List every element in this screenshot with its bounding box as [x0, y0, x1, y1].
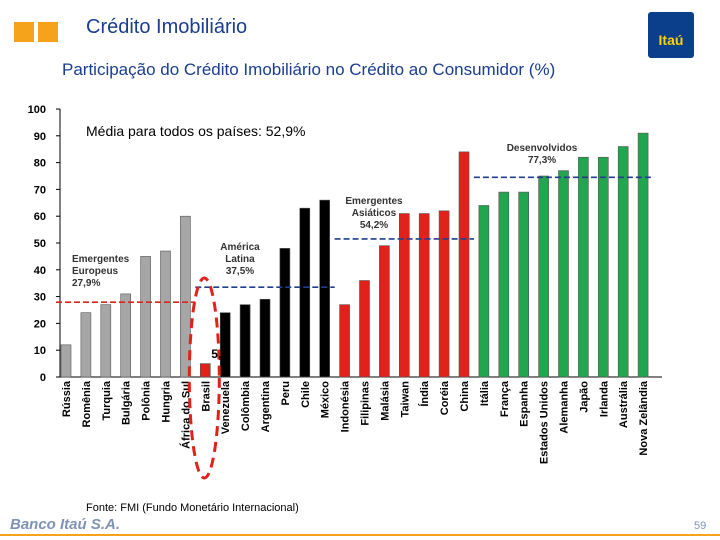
category-label: Itália — [479, 380, 491, 406]
overall-average-label: Média para todos os países: 52,9% — [86, 123, 305, 139]
average-label: Latina — [225, 254, 255, 265]
category-label: Nova Zelândia — [638, 380, 650, 455]
bar — [120, 293, 131, 378]
bar — [219, 312, 231, 378]
average-label: Asiáticos — [352, 208, 397, 219]
bar — [319, 199, 331, 378]
y-tick-label: 40 — [34, 265, 46, 277]
bar — [160, 250, 171, 378]
category-label: Indonésia — [340, 380, 352, 432]
bar — [538, 175, 549, 378]
average-label: 77,3% — [528, 155, 556, 166]
bar — [80, 312, 92, 378]
bar — [279, 248, 291, 378]
bank-name: Banco Itaú S.A. — [10, 516, 121, 533]
bar — [458, 151, 470, 378]
bar — [518, 191, 530, 378]
page-title: Crédito Imobiliário — [86, 16, 248, 38]
bar — [259, 298, 271, 378]
category-label: China — [459, 380, 471, 411]
bar — [418, 213, 430, 378]
category-label: Índia — [418, 380, 431, 407]
bar — [200, 363, 211, 378]
category-label: Coréia — [439, 380, 451, 415]
bar — [478, 205, 490, 378]
y-tick-label: 60 — [34, 211, 46, 223]
category-label: França — [499, 380, 511, 417]
average-label: 37,5% — [226, 266, 254, 277]
itau-logo: Itaú — [648, 12, 694, 58]
bar — [578, 156, 589, 378]
category-label: Rússia — [61, 380, 73, 417]
bar — [398, 213, 410, 378]
bar — [299, 207, 311, 378]
category-label: Austrália — [618, 380, 630, 428]
brasil-value-label: 5,0 — [211, 347, 228, 361]
category-label: Argentina — [260, 380, 272, 432]
category-label: Filipinas — [360, 381, 372, 426]
category-label: Venezuela — [220, 380, 232, 434]
bar — [498, 191, 510, 378]
brasil-highlight-ellipse — [187, 276, 221, 480]
category-label: Japão — [578, 381, 590, 413]
y-tick-label: 50 — [34, 238, 46, 250]
category-label: Romênia — [81, 380, 93, 427]
y-tick-label: 0 — [40, 372, 46, 384]
category-label: Estados Unidos — [539, 381, 551, 464]
average-label: Europeus — [72, 266, 119, 277]
category-label: Hungria — [161, 380, 173, 422]
category-label: Peru — [280, 381, 292, 405]
y-tick-label: 90 — [34, 131, 46, 143]
bar — [239, 304, 251, 378]
average-label: América — [220, 242, 260, 253]
category-label: Bulgária — [121, 380, 133, 425]
bar — [558, 170, 569, 378]
average-label: 54,2% — [360, 220, 388, 231]
y-tick-label: 10 — [34, 345, 46, 357]
average-label: Emergentes — [345, 196, 403, 207]
bar — [60, 344, 72, 378]
y-tick-label: 30 — [34, 292, 46, 304]
category-label: Polônia — [141, 380, 153, 421]
bar — [438, 210, 450, 378]
category-label: Alemanha — [559, 380, 571, 433]
category-label: Colômbia — [240, 380, 252, 431]
average-label: Desenvolvidos — [507, 143, 578, 154]
category-label: Irlanda — [598, 380, 610, 417]
bar — [180, 215, 191, 378]
category-label: Espanha — [519, 380, 531, 427]
category-label: México — [320, 381, 332, 419]
source-note: Fonte: FMI (Fundo Monetário Internaciona… — [86, 502, 299, 514]
bar — [637, 132, 649, 378]
bar — [359, 280, 370, 378]
category-label: Turquia — [101, 380, 113, 420]
y-tick-label: 70 — [34, 184, 46, 196]
category-label: Brasil — [200, 381, 212, 412]
category-label: Malásia — [379, 380, 391, 421]
footer-divider — [0, 534, 720, 536]
bar — [597, 156, 609, 378]
chart-title: Participação do Crédito Imobiliário no C… — [62, 60, 556, 79]
bar — [379, 245, 390, 378]
average-label: Emergentes — [72, 254, 130, 265]
y-tick-label: 100 — [28, 104, 46, 116]
category-label: Taiwan — [399, 381, 411, 418]
bar — [617, 146, 629, 378]
average-label: 27,9% — [72, 278, 100, 289]
bar — [140, 256, 151, 378]
category-label: Chile — [300, 381, 312, 408]
y-tick-label: 20 — [34, 318, 46, 330]
y-tick-label: 80 — [34, 158, 46, 170]
bar — [100, 304, 112, 378]
bar — [339, 304, 350, 378]
page-number: 59 — [694, 520, 707, 532]
